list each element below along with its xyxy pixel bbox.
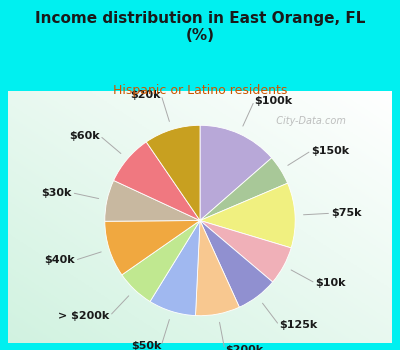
Wedge shape [200, 220, 273, 307]
Text: Income distribution in East Orange, FL
(%): Income distribution in East Orange, FL (… [35, 10, 365, 43]
Wedge shape [114, 142, 200, 220]
Wedge shape [105, 181, 200, 221]
Wedge shape [105, 220, 200, 275]
Text: $200k: $200k [225, 344, 263, 350]
Text: $150k: $150k [311, 146, 350, 156]
Text: $125k: $125k [279, 320, 318, 330]
Text: $50k: $50k [131, 341, 161, 350]
Text: $30k: $30k [41, 188, 72, 198]
Wedge shape [196, 220, 239, 316]
Wedge shape [200, 125, 272, 220]
Wedge shape [122, 220, 200, 302]
Text: City-Data.com: City-Data.com [270, 116, 346, 126]
Text: $10k: $10k [316, 278, 346, 288]
Text: Hispanic or Latino residents: Hispanic or Latino residents [113, 84, 287, 97]
Text: $40k: $40k [44, 255, 75, 265]
Wedge shape [200, 158, 288, 220]
Text: $75k: $75k [331, 208, 362, 218]
Text: > $200k: > $200k [58, 311, 110, 321]
Text: $20k: $20k [131, 90, 161, 100]
Wedge shape [200, 220, 291, 282]
Wedge shape [150, 220, 200, 316]
Text: $100k: $100k [254, 96, 292, 106]
Wedge shape [146, 125, 200, 220]
Wedge shape [200, 183, 295, 248]
Text: $60k: $60k [69, 131, 100, 141]
